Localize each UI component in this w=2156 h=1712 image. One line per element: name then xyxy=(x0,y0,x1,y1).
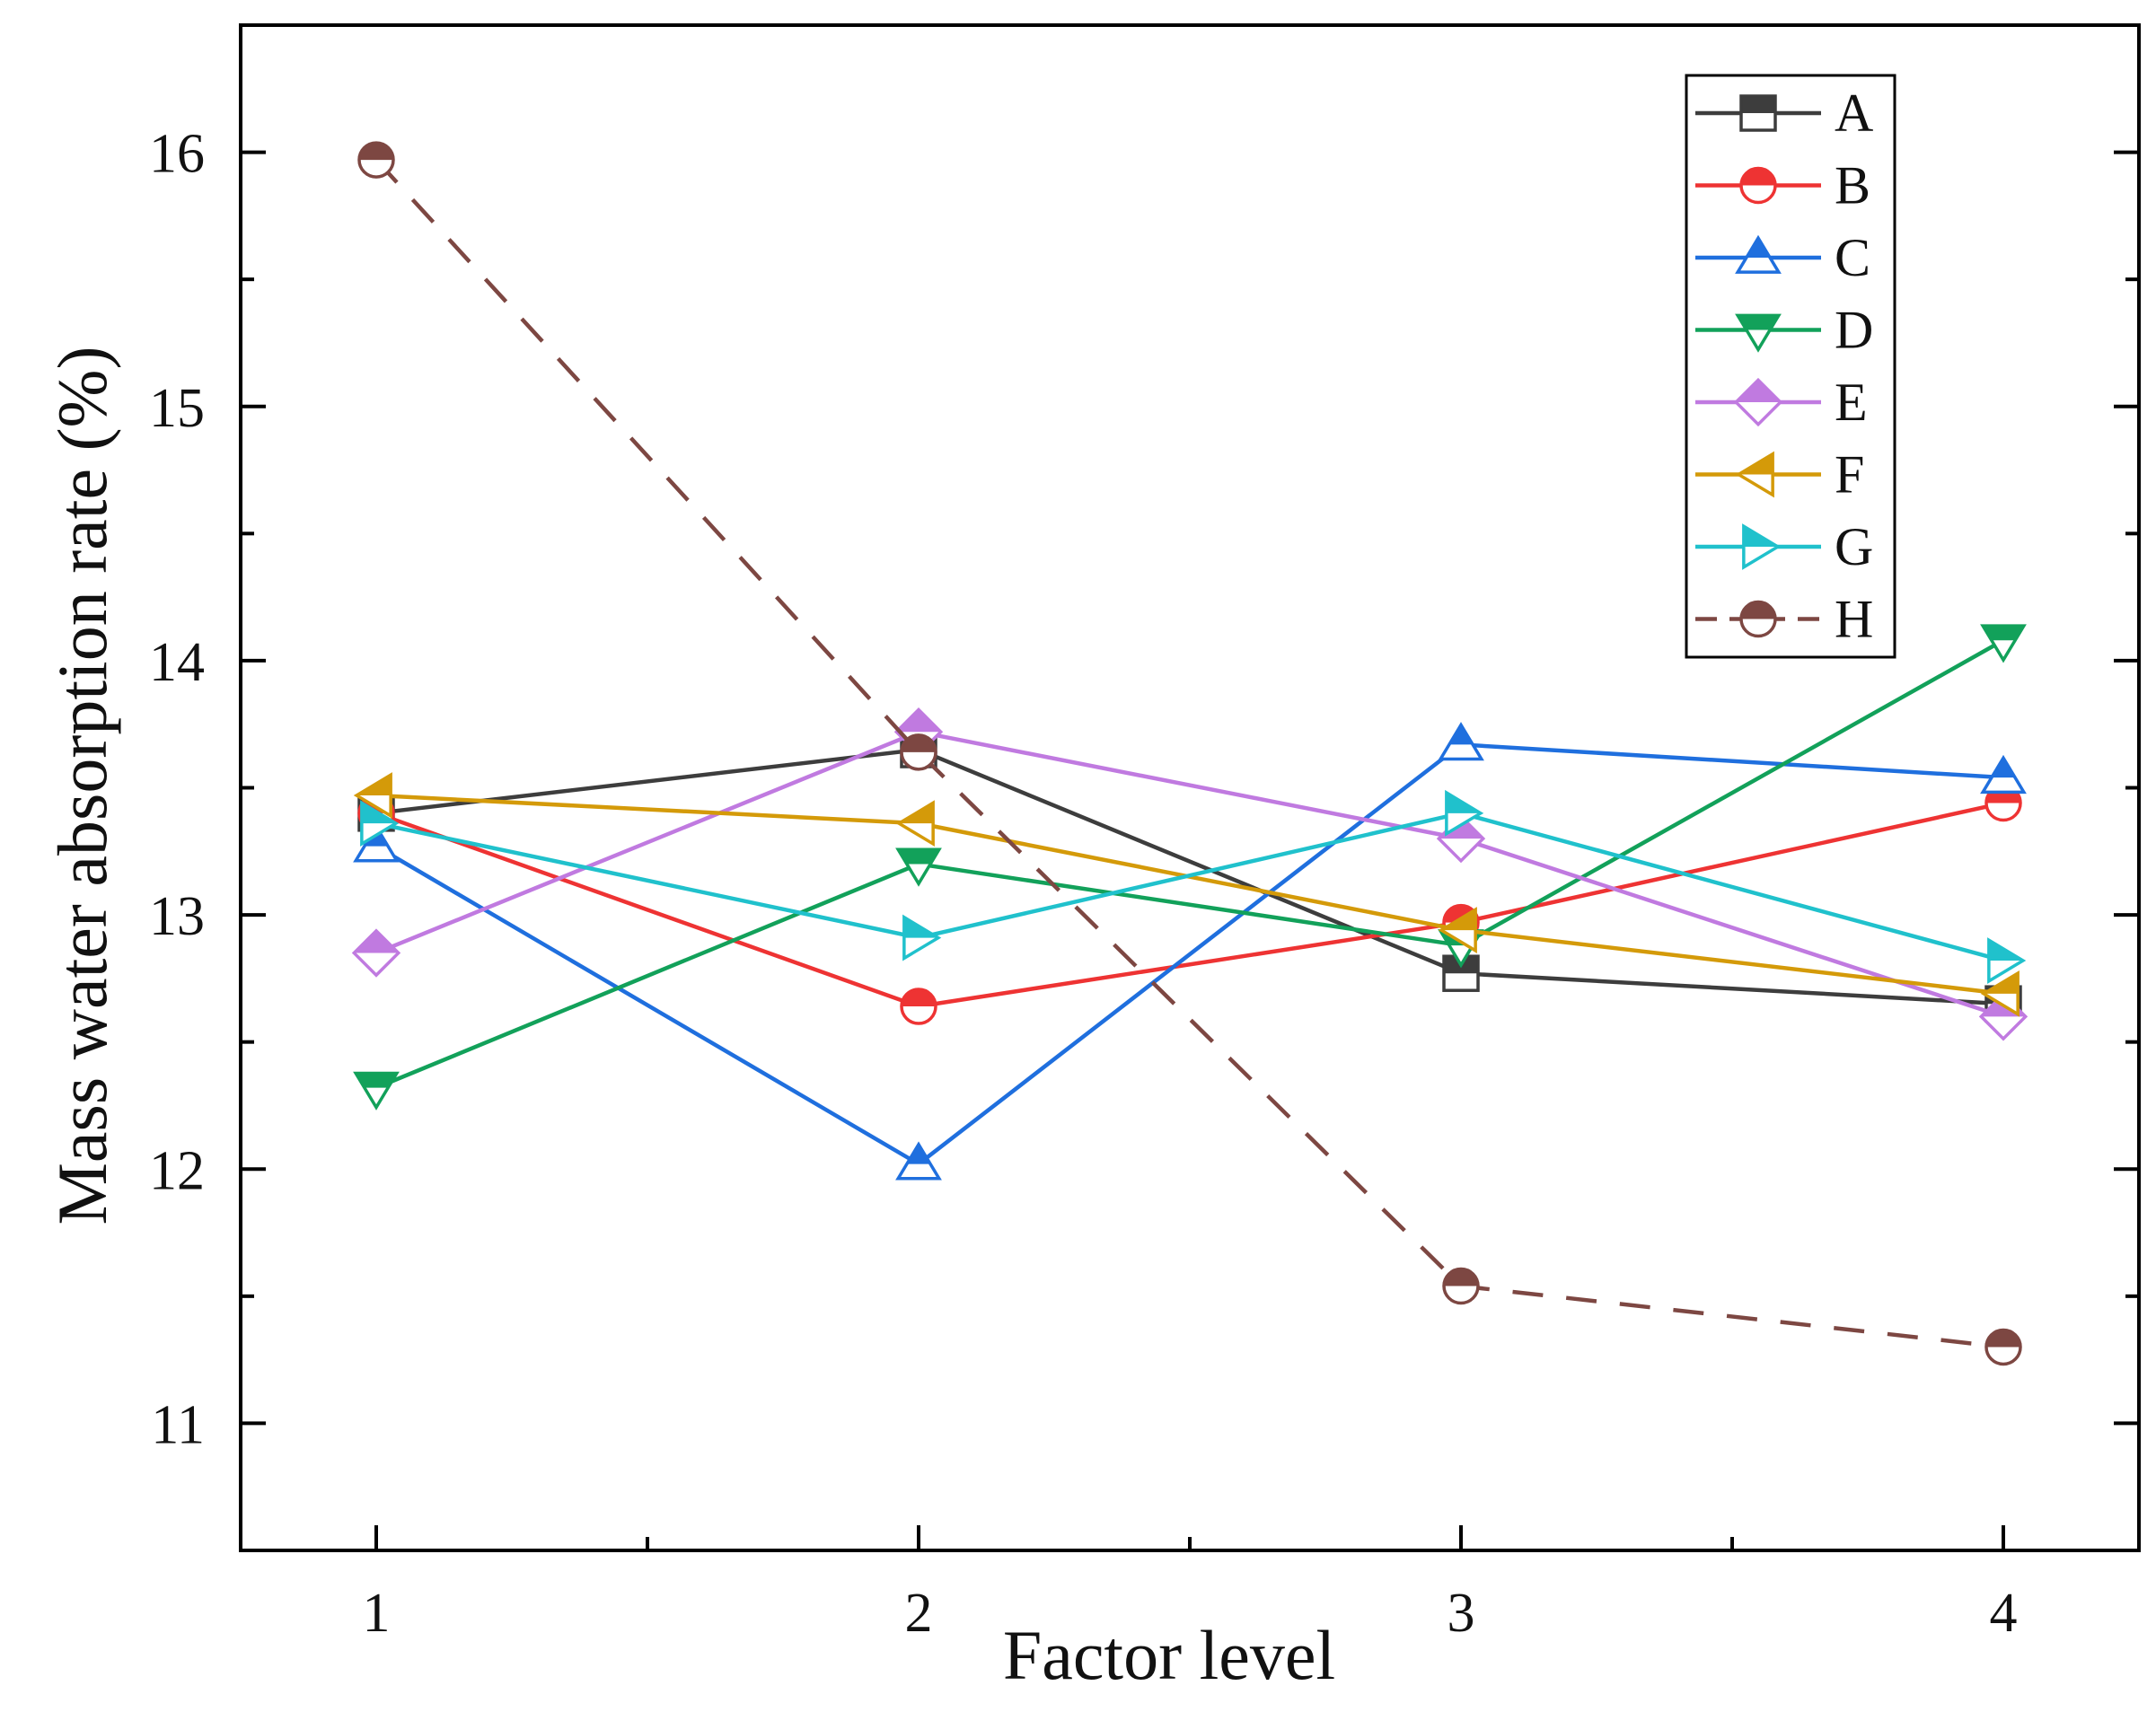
legend-marker xyxy=(1735,451,1774,498)
y-tick-label: 15 xyxy=(149,378,205,439)
series-H xyxy=(357,141,2022,1366)
data-point-E-1 xyxy=(351,928,401,978)
data-point-F-1 xyxy=(353,772,392,819)
data-point-D-2 xyxy=(895,847,942,887)
data-point-C-2 xyxy=(895,1141,942,1181)
legend-item-F: F xyxy=(1695,445,1864,505)
data-point-F-3 xyxy=(1438,907,1477,953)
data-point-D-4 xyxy=(1980,624,2027,663)
data-point-G-3 xyxy=(1445,789,1484,837)
legend-label: H xyxy=(1835,590,1873,649)
y-tick-label: 12 xyxy=(149,1140,205,1201)
data-point-H-1 xyxy=(357,141,395,179)
legend-marker xyxy=(1742,523,1782,570)
series-C xyxy=(353,722,2027,1181)
x-tick-label: 2 xyxy=(905,1583,933,1644)
data-point-H-2 xyxy=(900,733,937,771)
legend-label: B xyxy=(1835,156,1870,215)
data-point-F-4 xyxy=(1980,970,2020,1017)
data-point-C-3 xyxy=(1438,722,1484,761)
data-point-G-1 xyxy=(360,800,400,847)
series-line-G xyxy=(375,811,2004,963)
x-tick-label: 3 xyxy=(1448,1583,1475,1644)
data-point-C-4 xyxy=(1980,754,2027,795)
legend-item-E: E xyxy=(1695,373,1868,432)
legend-marker xyxy=(1735,234,1782,274)
legend-label: G xyxy=(1835,517,1873,576)
legend-item-B: B xyxy=(1695,156,1870,215)
legend-label: A xyxy=(1835,83,1873,143)
legend-marker xyxy=(1739,94,1777,132)
y-tick-label: 16 xyxy=(149,124,205,185)
data-point-G-2 xyxy=(902,914,942,961)
legend-label: E xyxy=(1835,373,1868,432)
series-layer xyxy=(351,141,2028,1366)
legend-marker xyxy=(1733,377,1783,427)
data-point-F-2 xyxy=(895,800,935,847)
legend-item-G: G xyxy=(1695,517,1873,576)
legend-label: D xyxy=(1835,301,1873,360)
y-axis-label: Mass water absorption rate (%) xyxy=(43,347,121,1225)
data-point-H-3 xyxy=(1442,1267,1480,1305)
data-point-B-2 xyxy=(900,988,937,1025)
series-line-D xyxy=(375,638,2005,1090)
data-point-H-4 xyxy=(1984,1328,2022,1366)
legend-marker xyxy=(1739,166,1777,205)
legend-box xyxy=(1685,74,1896,659)
x-tick-label: 1 xyxy=(363,1583,391,1644)
series-line-C xyxy=(374,742,2004,1166)
y-tick-label: 11 xyxy=(151,1394,205,1455)
series-line-E xyxy=(375,729,2004,1019)
x-axis-label: Factor level xyxy=(1003,1616,1335,1694)
x-tick-label: 4 xyxy=(1990,1583,2018,1644)
series-line-B xyxy=(375,801,2004,1009)
data-point-D-1 xyxy=(353,1071,400,1111)
series-G xyxy=(360,789,2027,984)
legend-marker xyxy=(1739,600,1777,638)
y-tick-label: 13 xyxy=(149,886,205,947)
legend-label: F xyxy=(1835,445,1864,505)
legend-item-D: D xyxy=(1695,301,1873,360)
series-line-A xyxy=(375,747,2004,1006)
series-line-H xyxy=(374,158,2004,1349)
y-tick-label: 14 xyxy=(149,632,205,693)
legend-marker xyxy=(1735,313,1782,353)
legend-label: C xyxy=(1835,228,1870,287)
data-point-G-4 xyxy=(1987,937,2027,984)
legend-item-C: C xyxy=(1695,228,1870,287)
legend-item-A: A xyxy=(1695,83,1873,143)
legend-item-H: H xyxy=(1695,590,1873,649)
